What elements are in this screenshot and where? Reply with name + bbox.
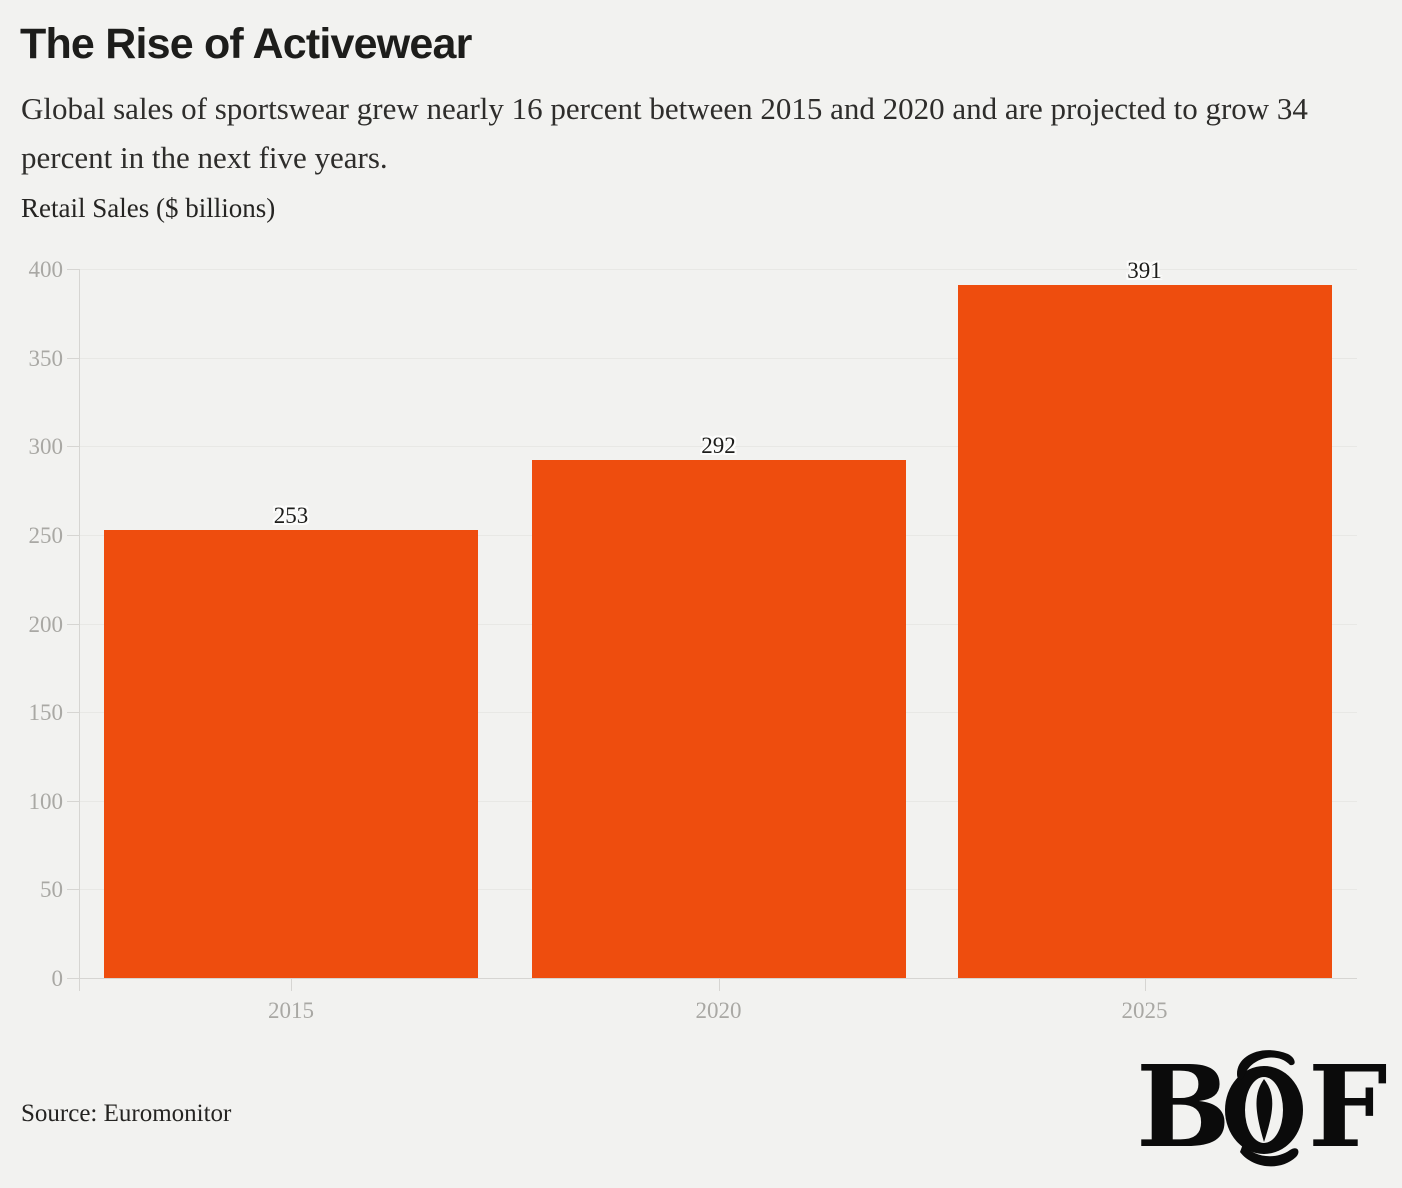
y-axis-tick <box>67 978 79 979</box>
logo-letter-b: B <box>1140 1046 1231 1172</box>
y-tick-label: 250 <box>28 522 64 548</box>
y-axis-line <box>79 269 80 991</box>
x-tick-label: 2025 <box>1121 998 1168 1023</box>
x-tick-label: 2015 <box>268 998 314 1023</box>
bar-value-label: 253 <box>273 502 309 528</box>
bar-2025 <box>957 284 1332 978</box>
y-tick-label: 50 <box>40 877 63 903</box>
y-axis-tick <box>67 800 79 802</box>
y-tick-label: 0 <box>51 966 64 991</box>
y-axis-tick <box>67 357 79 359</box>
y-gridline <box>79 269 1357 270</box>
x-tick-label: 2020 <box>695 998 742 1023</box>
y-gridline <box>79 357 1357 359</box>
y-axis-tick <box>67 889 79 891</box>
x-axis-tick <box>718 978 720 991</box>
bof-logo-graphic: B F <box>1140 1046 1388 1172</box>
y-axis-tick <box>67 446 79 448</box>
source-note: Source: Euromonitor <box>21 1100 232 1127</box>
bar-value-label: 391 <box>1127 257 1162 283</box>
chart-title: The Rise of Activewear <box>20 20 472 68</box>
y-tick-label: 350 <box>28 345 64 371</box>
chart-subtitle: Global sales of sportswear grew nearly 1… <box>21 91 1308 175</box>
bof-logo: B F <box>1140 1046 1388 1172</box>
y-tick-label: 150 <box>28 700 64 726</box>
x-axis-tick <box>291 978 292 991</box>
y-axis-tick <box>67 712 79 714</box>
y-gridline <box>79 446 1357 448</box>
y-axis-tick <box>67 269 79 270</box>
bar-2015 <box>104 529 478 978</box>
bar-2020 <box>531 460 906 978</box>
y-axis-tick <box>67 623 79 625</box>
y-tick-label: 300 <box>28 434 64 460</box>
y-tick-label: 100 <box>28 788 64 814</box>
logo-letter-f: F <box>1308 1046 1388 1172</box>
y-tick-label: 200 <box>28 611 64 637</box>
y-tick-label: 400 <box>28 257 64 282</box>
logo-ornamental-o <box>1225 1050 1303 1167</box>
y-axis-tick <box>67 534 79 536</box>
bar-value-label: 292 <box>701 433 736 459</box>
x-axis-tick <box>1144 978 1146 991</box>
x-axis-line <box>79 978 1357 979</box>
y-axis-units-label: Retail Sales ($ billions) <box>21 193 276 223</box>
